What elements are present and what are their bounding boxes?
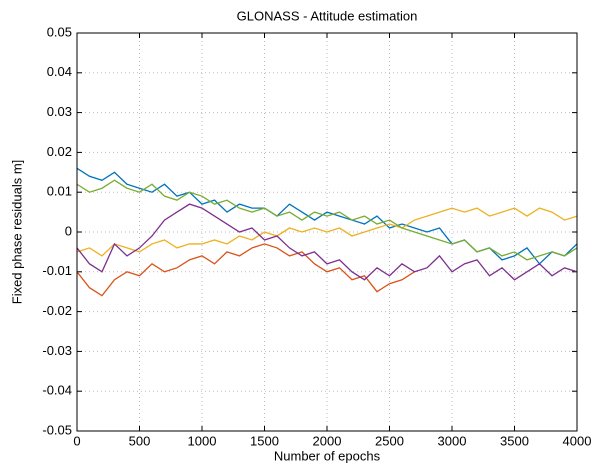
y-tick-label: 0.01 <box>47 184 72 199</box>
y-tick-label: 0 <box>65 223 72 238</box>
series-line <box>76 179 578 261</box>
y-tick-label: 0.03 <box>47 104 72 119</box>
x-axis-label: Number of epochs <box>274 448 381 463</box>
x-tick-label: 3000 <box>438 433 467 448</box>
y-tick-label: -0.01 <box>42 263 72 278</box>
y-tick-label: -0.04 <box>42 383 72 398</box>
y-tick-label: -0.03 <box>42 343 72 358</box>
y-tick-label: -0.02 <box>42 303 72 318</box>
y-tick-label: 0.02 <box>47 144 72 159</box>
chart-title: GLONASS - Attitude estimation <box>237 8 418 23</box>
plot-frame <box>76 32 578 432</box>
y-axis-label: Fixed phase residuals m] <box>9 160 24 305</box>
x-tick-label: 500 <box>129 433 151 448</box>
x-tick-label: 0 <box>73 433 80 448</box>
x-tick-label: 1500 <box>250 433 279 448</box>
series-line <box>76 203 578 281</box>
x-tick-label: 2500 <box>375 433 404 448</box>
y-tick-label: 0.05 <box>47 24 72 39</box>
x-tick-label: 1000 <box>188 433 217 448</box>
x-tick-label: 3500 <box>500 433 529 448</box>
x-tick-label: 2000 <box>313 433 342 448</box>
series-line <box>76 207 578 257</box>
series-line <box>76 167 578 265</box>
x-tick-label: 4000 <box>563 433 592 448</box>
y-tick-label: -0.05 <box>42 422 72 437</box>
series-line <box>76 243 415 297</box>
y-tick-label: 0.04 <box>47 64 72 79</box>
